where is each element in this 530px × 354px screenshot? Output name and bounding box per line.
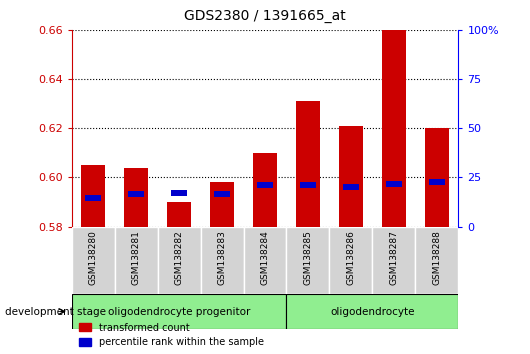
Text: GSM138284: GSM138284 <box>261 230 269 285</box>
Bar <box>167 202 191 227</box>
Bar <box>210 182 234 227</box>
Text: GSM138281: GSM138281 <box>131 230 140 285</box>
Bar <box>200 227 243 294</box>
Bar <box>343 184 359 190</box>
Bar <box>72 227 114 294</box>
Bar <box>339 126 363 227</box>
Bar <box>124 167 148 227</box>
Bar <box>425 128 449 227</box>
Bar <box>429 179 445 185</box>
Bar <box>81 165 105 227</box>
Text: GSM138285: GSM138285 <box>304 230 313 285</box>
Legend: transformed count, percentile rank within the sample: transformed count, percentile rank withi… <box>79 322 263 347</box>
Text: GSM138280: GSM138280 <box>89 230 98 285</box>
Text: oligodendrocyte: oligodendrocyte <box>330 307 414 316</box>
Text: GSM138287: GSM138287 <box>390 230 399 285</box>
Bar <box>373 227 416 294</box>
Text: GSM138283: GSM138283 <box>217 230 226 285</box>
Bar <box>299 182 316 188</box>
Bar <box>330 227 373 294</box>
Bar <box>296 101 320 227</box>
Bar <box>85 195 101 201</box>
Bar <box>243 227 287 294</box>
Bar <box>287 294 458 329</box>
Text: GSM138286: GSM138286 <box>347 230 356 285</box>
Bar <box>72 294 287 329</box>
Text: oligodendrocyte progenitor: oligodendrocyte progenitor <box>108 307 250 316</box>
Text: development stage: development stage <box>5 307 107 316</box>
Text: GDS2380 / 1391665_at: GDS2380 / 1391665_at <box>184 9 346 23</box>
Bar <box>114 227 157 294</box>
Bar <box>128 191 144 197</box>
Text: GSM138282: GSM138282 <box>174 230 183 285</box>
Bar <box>253 153 277 227</box>
Bar <box>257 182 273 188</box>
Bar <box>287 227 330 294</box>
Bar <box>214 191 231 197</box>
Text: GSM138288: GSM138288 <box>432 230 441 285</box>
Bar <box>382 30 406 227</box>
Bar <box>386 181 402 187</box>
Bar <box>171 190 187 196</box>
Bar <box>416 227 458 294</box>
Bar <box>157 227 200 294</box>
